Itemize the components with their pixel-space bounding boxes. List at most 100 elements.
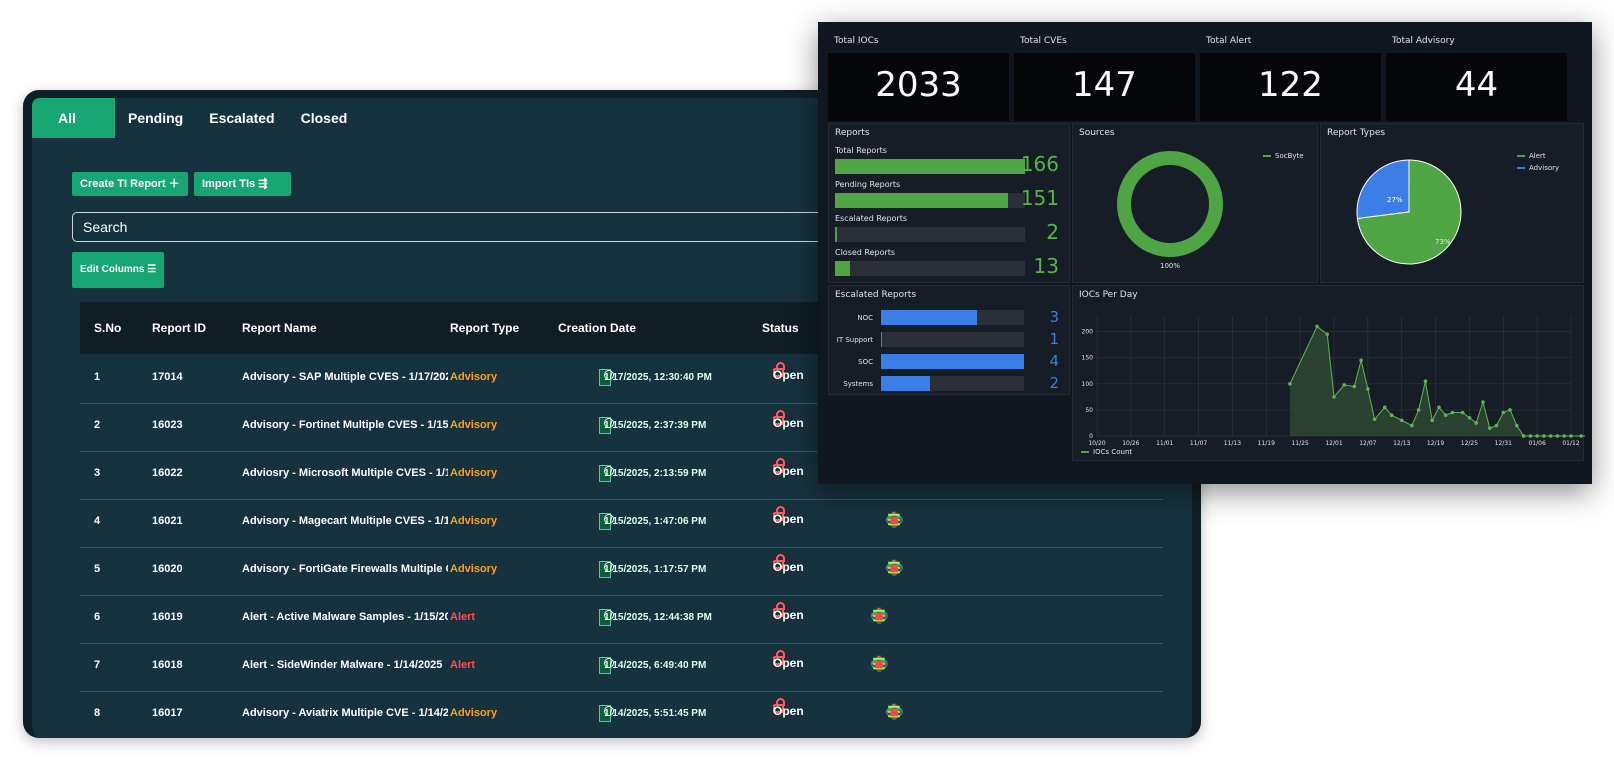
edit-icon[interactable]: ☰ xyxy=(887,512,901,529)
tab-escalated[interactable]: Escalated xyxy=(209,110,275,126)
delete-icon[interactable]: ■ xyxy=(874,608,884,625)
download-icon[interactable]: ⤓ xyxy=(875,656,883,673)
delete-icon[interactable]: ■ xyxy=(889,560,899,577)
unlock-icon xyxy=(773,458,785,473)
sources-panel: Sources SocByte 100% xyxy=(1072,123,1318,283)
iocs-point xyxy=(1325,332,1330,337)
reports-panel: Reports Total Reports 166 Pending Reports 1… xyxy=(828,123,1070,283)
table-row[interactable]: 4 16021 Advisory - Magecart Multiple CVES … xyxy=(80,498,1163,548)
report-bar-label: Escalated Reports xyxy=(835,214,908,223)
row-report-type: Advisory xyxy=(450,419,498,431)
x-tick-label: 10/20 xyxy=(1088,440,1105,447)
iocs-point xyxy=(1443,413,1448,417)
delete-icon[interactable]: ■ xyxy=(874,656,884,673)
status-text: Open xyxy=(773,704,804,718)
row-sno: 5 xyxy=(94,563,101,575)
status-text: Open xyxy=(773,416,804,430)
assign-user-icon[interactable]: ➕ xyxy=(870,608,889,625)
view-icon[interactable]: 👁 xyxy=(885,704,905,721)
report-types-panel-title: Report Types xyxy=(1327,128,1386,138)
view-icon[interactable]: 👁 xyxy=(870,656,890,673)
assign-user-icon[interactable]: ➕ xyxy=(870,656,889,673)
download-icon[interactable]: ⤓ xyxy=(875,608,883,625)
header-sno[interactable]: S.No xyxy=(94,321,122,335)
escalated-bar-label: Systems xyxy=(843,380,873,388)
download-icon[interactable]: ⤓ xyxy=(890,512,898,529)
table-row[interactable]: 6 16019 Alert - Active Malware Samples - 1… xyxy=(80,594,1163,644)
row-sno: 1 xyxy=(94,371,101,383)
creation-date-badge: 1/17/2025, 12:30:40 PM xyxy=(599,369,712,386)
view-icon[interactable]: 👁 xyxy=(870,608,890,625)
edit-icon[interactable]: ☰ xyxy=(887,704,901,721)
view-icon[interactable]: 👁 xyxy=(885,560,905,577)
edit-icon[interactable]: ☰ xyxy=(887,560,901,577)
unlock-icon xyxy=(773,362,785,377)
table-row[interactable]: 5 16020 Advisory - FortiGate Firewalls Mul… xyxy=(80,546,1163,596)
x-tick-label: 12/01 xyxy=(1325,440,1342,447)
types-legend-advisory-label: Advisory xyxy=(1529,164,1560,172)
stat-value: 2033 xyxy=(875,65,962,105)
status-tabs: All Pending Escalated Closed xyxy=(32,98,360,138)
trend-icon[interactable]: 〰 xyxy=(871,656,887,673)
iocs-area xyxy=(1289,326,1585,436)
import-tis-button[interactable]: Import TIs ⇶ xyxy=(194,172,291,196)
iocs-panel-title: IOCs Per Day xyxy=(1079,290,1138,300)
clock-icon xyxy=(604,706,614,716)
iocs-point xyxy=(1389,413,1394,417)
row-report-id: 16019 xyxy=(152,611,183,623)
tab-closed[interactable]: Closed xyxy=(300,110,348,126)
row-report-type: Advisory xyxy=(450,515,498,527)
header-status[interactable]: Status xyxy=(762,321,799,335)
header-report-id[interactable]: Report ID xyxy=(152,321,206,335)
sources-donut-ring xyxy=(1117,151,1223,257)
iocs-point xyxy=(1352,384,1357,389)
download-icon[interactable]: ⤓ xyxy=(890,704,898,721)
view-icon[interactable]: 👁 xyxy=(885,512,905,529)
status-text: Open xyxy=(773,512,804,526)
tab-pending[interactable]: Pending xyxy=(128,110,184,126)
trend-icon[interactable]: 〰 xyxy=(871,608,887,625)
edit-columns-button[interactable]: Edit Columns ☰ xyxy=(72,252,165,288)
edit-icon[interactable]: ☰ xyxy=(872,608,886,625)
reports-panel-title: Reports xyxy=(835,128,870,138)
clock-icon xyxy=(604,370,614,380)
edit-icon[interactable]: ☰ xyxy=(872,656,886,673)
row-sno: 3 xyxy=(94,467,101,479)
iocs-point xyxy=(1382,405,1387,410)
row-report-id: 16023 xyxy=(152,419,183,431)
x-tick-label: 11/13 xyxy=(1224,440,1241,447)
report-bar-fill xyxy=(835,261,850,276)
assign-user-icon[interactable]: ➕ xyxy=(885,560,904,577)
report-bar-fill xyxy=(835,227,838,242)
table-row[interactable]: 8 16017 Advisory - Aviatrix Multiple CVE -… xyxy=(80,690,1163,738)
header-report-type[interactable]: Report Type xyxy=(450,321,520,335)
report-bar-track xyxy=(835,193,1025,208)
assign-user-icon[interactable]: ➕ xyxy=(885,512,904,529)
iocs-point xyxy=(1430,418,1434,423)
delete-icon[interactable]: ■ xyxy=(889,704,899,721)
download-icon[interactable]: ⤓ xyxy=(890,560,898,577)
row-report-type: Advisory xyxy=(450,371,498,383)
row-report-name: Alert - Active Malware Samples - 1/15/20 xyxy=(242,611,448,623)
row-report-id: 16022 xyxy=(152,467,183,479)
header-report-name[interactable]: Report Name xyxy=(242,321,317,335)
row-report-name: Alert - SideWinder Malware - 1/14/2025 xyxy=(242,659,443,671)
pie-slice-alert xyxy=(1356,159,1462,265)
header-creation-date[interactable]: Creation Date xyxy=(558,321,637,335)
status-text: Open xyxy=(773,656,804,670)
table-row[interactable]: 7 16018 Alert - SideWinder Malware - 1/14/… xyxy=(80,642,1163,692)
escalated-bar-value: 2 xyxy=(1049,374,1059,392)
tab-all[interactable]: All xyxy=(32,98,115,138)
create-ti-report-button[interactable]: Create TI Report ＋ xyxy=(72,172,188,196)
iocs-point xyxy=(1359,358,1363,363)
iocs-point xyxy=(1342,383,1346,387)
escalated-bar-fill xyxy=(881,376,930,391)
delete-icon[interactable]: ■ xyxy=(889,512,899,529)
x-tick-label: 12/25 xyxy=(1461,440,1478,447)
clock-icon xyxy=(604,658,614,668)
row-report-id: 16017 xyxy=(152,707,183,719)
escalated-bar-track xyxy=(881,332,1024,347)
assign-user-icon[interactable]: ➕ xyxy=(885,704,904,721)
iocs-point xyxy=(1494,423,1499,428)
creation-date-text: 1/14/2025, 5:51:45 PM xyxy=(604,708,707,719)
